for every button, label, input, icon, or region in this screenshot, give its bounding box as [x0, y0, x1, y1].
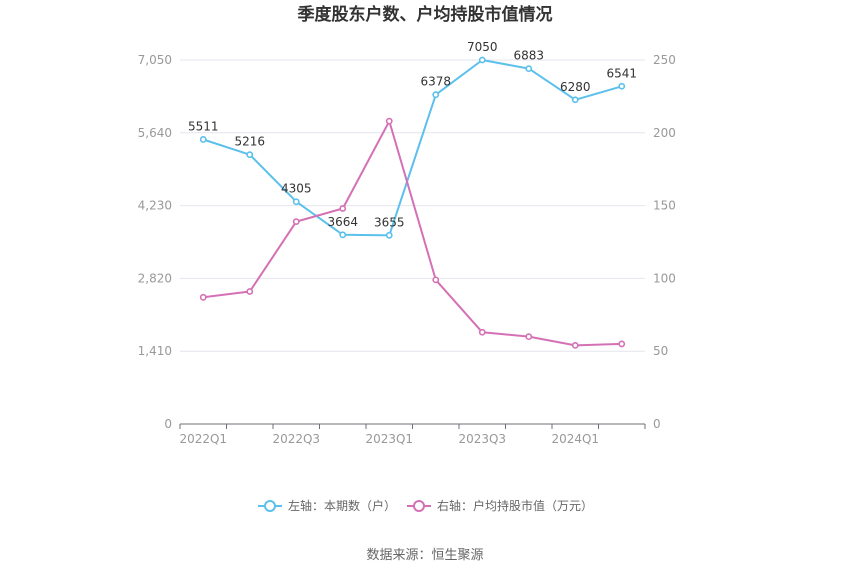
data-point — [246, 151, 254, 159]
data-point — [246, 288, 254, 295]
series-layer: 5511 5216 4305 3664 3655 6378 7050 6883 6280 6541 — [188, 40, 637, 349]
x-tick-label: 2024Q1 — [551, 432, 599, 446]
data-point — [199, 293, 207, 301]
series-1: 5511 5216 4305 3664 3655 6378 7050 6883 6280 6541 — [188, 40, 637, 239]
data-label: 6378 — [420, 75, 451, 89]
x-tick-label: 2023Q1 — [365, 432, 413, 446]
left-tick-label: 7,050 — [138, 53, 172, 67]
data-label: 4305 — [281, 182, 312, 196]
data-point — [339, 231, 347, 239]
right-tick-label: 0 — [653, 417, 661, 431]
left-tick-label: 4,230 — [138, 199, 172, 213]
data-point — [432, 91, 440, 99]
data-label: 3664 — [327, 215, 358, 229]
data-point — [525, 65, 533, 73]
left-tick-label: 1,410 — [138, 344, 172, 358]
data-point — [292, 218, 300, 226]
series-line — [203, 120, 622, 347]
legend-label: 左轴：本期数（户） — [288, 498, 396, 513]
data-point — [199, 136, 207, 143]
series-line — [202, 59, 623, 237]
data-label: 6280 — [560, 80, 591, 94]
data-point — [478, 56, 486, 64]
data-point — [618, 340, 626, 348]
x-tick-label: 2022Q1 — [179, 432, 227, 446]
right-tick-label: 50 — [653, 344, 668, 358]
data-label: 6883 — [513, 49, 544, 63]
left-tick-label: 2,820 — [138, 271, 172, 285]
data-point — [618, 82, 626, 90]
right-axis: 0 50 100 150 200 250 — [653, 53, 676, 431]
grid — [180, 59, 645, 352]
left-tick-label: 0 — [164, 417, 172, 431]
right-tick-label: 100 — [653, 271, 676, 285]
legend-marker-icon — [264, 500, 276, 512]
right-tick-label: 250 — [653, 53, 676, 67]
legend-marker-icon — [413, 500, 425, 512]
data-point — [571, 341, 579, 349]
data-point — [571, 96, 579, 104]
data-point — [292, 198, 300, 206]
data-label: 6541 — [606, 66, 637, 80]
data-point — [478, 328, 486, 336]
series-2 — [199, 117, 626, 349]
right-tick-label: 200 — [653, 126, 676, 140]
source-text: 数据来源：恒生聚源 — [366, 548, 483, 563]
data-point — [525, 333, 533, 341]
x-tick-label: 2023Q3 — [458, 432, 506, 446]
legend: 左轴：本期数（户） 右轴：户均持股市值（万元） — [258, 498, 593, 513]
left-tick-label: 5,640 — [138, 126, 172, 140]
right-tick-label: 150 — [653, 199, 676, 213]
left-axis: 0 1,410 2,820 4,230 5,640 7,050 — [138, 53, 172, 431]
data-label: 7050 — [467, 40, 498, 54]
legend-item-1[interactable]: 左轴：本期数（户） — [258, 498, 396, 513]
data-point — [339, 205, 347, 212]
legend-label: 右轴：户均持股市值（万元） — [437, 498, 593, 513]
x-tick-label: 2022Q3 — [272, 432, 320, 446]
data-label: 5216 — [234, 135, 265, 149]
data-point — [385, 117, 393, 125]
x-axis: 2022Q1 2022Q3 2023Q1 2023Q3 2024Q1 — [179, 423, 646, 446]
data-point — [385, 231, 393, 239]
chart-title: 季度股东户数、户均持股市值情况 — [298, 4, 553, 25]
data-label: 3655 — [374, 215, 405, 229]
legend-item-2[interactable]: 右轴：户均持股市值（万元） — [407, 498, 593, 513]
data-point — [432, 276, 440, 284]
data-label: 5511 — [188, 119, 219, 133]
